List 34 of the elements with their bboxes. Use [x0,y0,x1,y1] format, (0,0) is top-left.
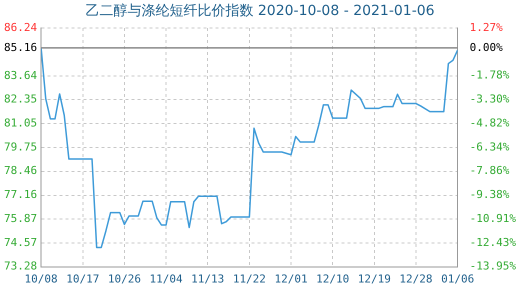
x-tick-label: 12/28 [399,272,433,286]
x-tick-label: 11/13 [191,272,224,286]
y-tick-label: 75.87 [4,212,38,225]
y-tick-label: 83.64 [4,68,38,82]
y2-tick-label: -10.91% [470,212,516,225]
y2-tick-label: -12.43% [470,236,516,249]
y-tick-label: 74.57 [4,236,38,249]
y2-tick-label: 1.27% [470,20,504,34]
x-tick-label: 11/04 [150,272,183,286]
y2-tick-label: -4.82% [470,116,510,130]
x-tick-label: 01/06 [441,272,474,286]
y-tick-label: 85.16 [4,40,38,54]
x-tick-label: 12/10 [316,272,350,286]
x-tick-label: 10/26 [108,272,141,286]
y-tick-label: 77.16 [4,188,38,202]
x-tick-label: 12/19 [358,272,391,286]
y-tick-label: 86.24 [4,20,38,34]
chart-title: 乙二醇与涤纶短纤比价指数 2020-10-08 - 2021-01-06 [84,2,436,20]
x-tick-label: 10/17 [66,272,100,286]
x-tick-label: 11/22 [232,272,266,286]
y2-tick-label: -1.78% [470,68,510,82]
x-tick-label: 10/08 [24,272,58,286]
y-tick-label: 73.28 [4,260,38,273]
y-tick-label: 82.35 [4,92,38,106]
y2-tick-label: -7.86% [470,164,510,178]
y-tick-label: 79.75 [4,140,38,154]
y2-tick-label: -6.34% [470,140,510,154]
y-tick-label: 81.05 [4,116,38,130]
y2-tick-label: -9.38% [470,188,510,201]
y2-tick-label: -3.30% [470,92,510,106]
y2-tick-label: -13.95% [470,260,516,273]
y-tick-label: 78.46 [4,164,38,178]
x-tick-label: 12/01 [274,272,308,286]
y2-tick-label: 0.00% [470,40,504,54]
